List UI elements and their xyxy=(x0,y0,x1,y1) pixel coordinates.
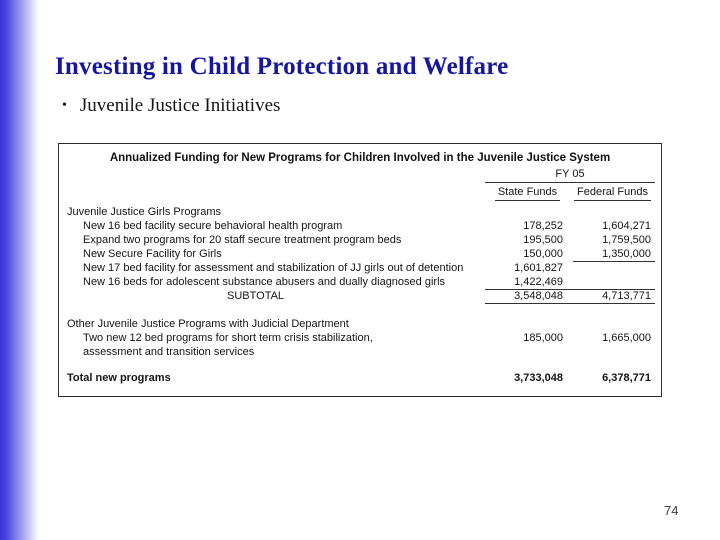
federal-funds-value xyxy=(573,261,655,275)
column-headers: State Funds Federal Funds xyxy=(485,186,655,201)
federal-funds-value: 1,665,000 xyxy=(602,332,651,344)
funding-table: Annualized Funding for New Programs for … xyxy=(58,143,662,397)
table-row: Expand two programs for 20 staff secure … xyxy=(67,233,655,247)
state-funds-value: 185,000 xyxy=(523,332,563,344)
state-funds-value: 178,252 xyxy=(523,220,563,232)
table-row: Juvenile Justice Girls Programs xyxy=(67,205,655,219)
federal-funds-value xyxy=(573,275,655,289)
column-header-state: State Funds xyxy=(485,186,570,201)
row-label: New 16 bed facility secure behavioral he… xyxy=(83,220,343,232)
row-values: 195,500 1,759,500 xyxy=(485,233,655,247)
state-funds-value: 3,548,048 xyxy=(514,290,563,302)
row-label: New Secure Facility for Girls xyxy=(83,248,222,260)
row-label: New 17 bed facility for assessment and s… xyxy=(83,262,464,274)
row-label: Total new programs xyxy=(67,372,171,384)
row-values: 150,000 1,350,000 xyxy=(485,247,655,262)
federal-funds-value: 4,713,771 xyxy=(602,290,651,302)
accent-bar xyxy=(0,0,42,540)
table-row: New Secure Facility for Girls 150,000 1,35… xyxy=(67,247,655,262)
row-label: Other Juvenile Justice Programs with Jud… xyxy=(67,318,349,330)
state-funds-value: 1,422,469 xyxy=(514,276,563,288)
row-label: assessment and transition services xyxy=(83,346,255,358)
table-title: Annualized Funding for New Programs for … xyxy=(109,152,611,164)
federal-funds-value: 1,604,271 xyxy=(602,220,651,232)
federal-funds-value: 6,378,771 xyxy=(602,372,651,384)
table-row: assessment and transition services xyxy=(67,345,655,359)
row-label: New 16 beds for adolescent substance abu… xyxy=(83,276,446,288)
row-label: SUBTOTAL xyxy=(227,290,285,302)
state-funds-value: 3,733,048 xyxy=(514,372,563,384)
fy05-label: FY 05 xyxy=(485,168,655,183)
column-header-federal: Federal Funds xyxy=(570,186,655,201)
state-funds-value: 150,000 xyxy=(523,248,563,260)
bullet-icon: • xyxy=(62,98,67,113)
federal-funds-value: 1,350,000 xyxy=(573,247,655,262)
row-values: 1,601,827 xyxy=(485,261,655,275)
row-label: Expand two programs for 20 staff secure … xyxy=(83,234,402,246)
row-spacer xyxy=(67,303,655,317)
table-row: New 16 bed facility secure behavioral he… xyxy=(67,219,655,233)
table-row: Two new 12 bed programs for short term c… xyxy=(67,331,655,345)
row-label: Juvenile Justice Girls Programs xyxy=(67,206,222,218)
row-label: Two new 12 bed programs for short term c… xyxy=(83,332,373,344)
bullet-text: Juvenile Justice Initiatives xyxy=(79,95,281,116)
row-values: 3,548,048 4,713,771 xyxy=(485,289,655,304)
page-number: 74 xyxy=(664,503,679,518)
row-values: 1,422,469 xyxy=(485,275,655,290)
fiscal-year-header: FY 05 xyxy=(485,168,655,183)
row-values: 178,252 1,604,271 xyxy=(485,219,655,233)
row-values: 3,733,048 6,378,771 xyxy=(485,371,655,385)
row-spacer xyxy=(67,359,655,371)
state-funds-value: 195,500 xyxy=(523,234,563,246)
bullet-item: • Juvenile Justice Initiatives xyxy=(62,95,662,117)
federal-funds-value: 1,759,500 xyxy=(602,234,651,246)
table-row: New 17 bed facility for assessment and s… xyxy=(67,261,655,275)
state-funds-value: 1,601,827 xyxy=(514,262,563,274)
table-row: New 16 beds for adolescent substance abu… xyxy=(67,275,655,290)
table-rows: Juvenile Justice Girls Programs New 16 be… xyxy=(67,205,655,385)
table-row: Total new programs 3,733,048 6,378,771 xyxy=(67,371,655,385)
row-values: 185,000 1,665,000 xyxy=(485,331,655,345)
table-row: Other Juvenile Justice Programs with Jud… xyxy=(67,317,655,331)
table-row: SUBTOTAL 3,548,048 4,713,771 xyxy=(67,289,655,304)
slide-title: Investing in Child Protection and Welfar… xyxy=(55,52,509,80)
